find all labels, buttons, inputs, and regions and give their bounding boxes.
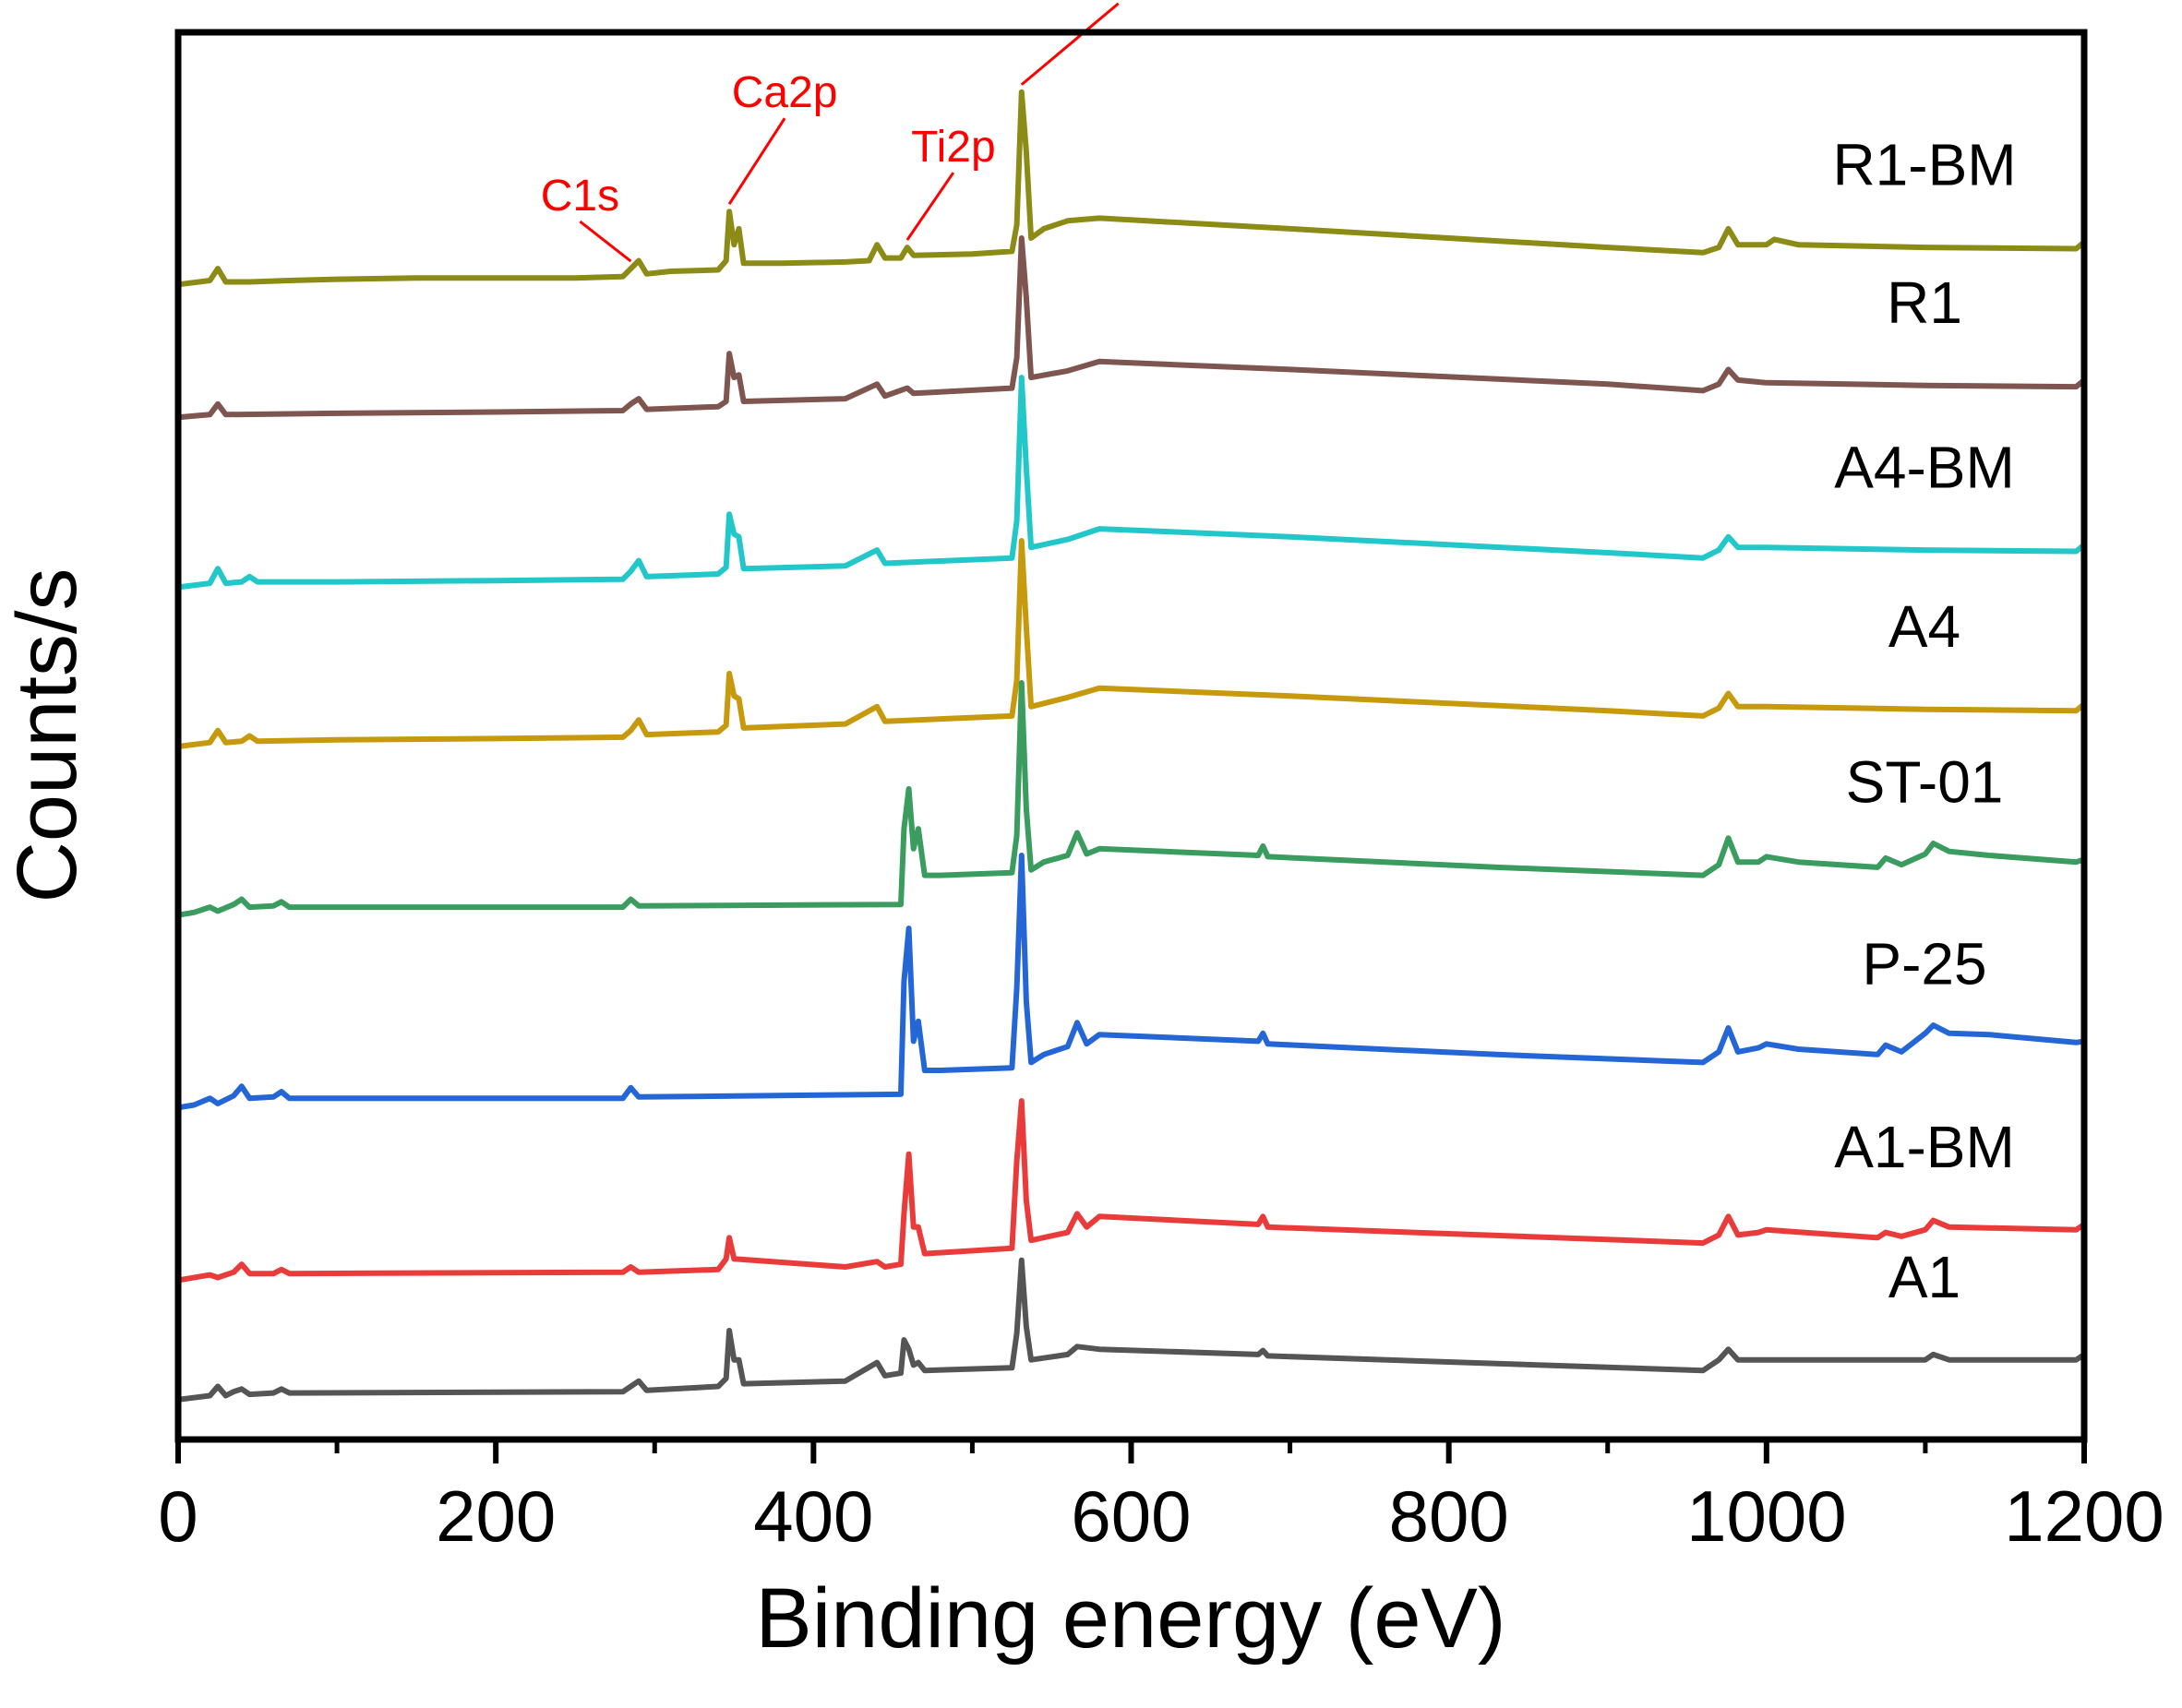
series-line-r1-bm bbox=[177, 89, 2086, 288]
series-line-a4 bbox=[177, 538, 2086, 749]
x-tick-label: 200 bbox=[436, 1475, 556, 1557]
annotation-leader bbox=[579, 220, 632, 263]
series-label: A4 bbox=[1888, 593, 1960, 660]
series-label: A1-BM bbox=[1834, 1114, 2015, 1180]
y-axis-title: Counts/s bbox=[0, 567, 94, 902]
annotation-leader bbox=[1020, 2, 1120, 86]
peak-annotations-layer: C1s Ca2p Ti2p O1s bbox=[541, 0, 1159, 263]
peak-annotation-label: Ti2p bbox=[911, 123, 996, 172]
x-axis-title: Binding energy (eV) bbox=[755, 1571, 1505, 1666]
x-tick-label: 400 bbox=[753, 1475, 873, 1557]
series-label: P-25 bbox=[1862, 930, 1986, 997]
peak-annotation-label: Ca2p bbox=[732, 68, 838, 117]
series-label: R1-BM bbox=[1832, 131, 2016, 197]
x-tick-label: 1000 bbox=[1686, 1475, 1847, 1557]
series-line-a1 bbox=[177, 1257, 2086, 1403]
series-label: A1 bbox=[1888, 1244, 1960, 1310]
x-axis: 0 200 400 600 800 1000 1200 bbox=[158, 1439, 2164, 1557]
x-tick-label: 600 bbox=[1071, 1475, 1191, 1557]
series-line-r1 bbox=[177, 235, 2086, 421]
series-line-st-01 bbox=[177, 680, 2085, 918]
x-tick-label: 800 bbox=[1389, 1475, 1509, 1557]
peak-annotation-label: C1s bbox=[541, 172, 619, 221]
series-labels-layer: R1-BM R1 A4-BM A4 ST-01 P-25 A1-BM A1 bbox=[1832, 131, 2016, 1310]
series-line-a4-bm bbox=[177, 375, 2086, 591]
series-label: A4-BM bbox=[1834, 434, 2015, 500]
series-label: ST-01 bbox=[1846, 748, 2004, 815]
x-tick-label: 0 bbox=[158, 1475, 198, 1557]
series-label: R1 bbox=[1887, 269, 1962, 336]
annotation-leader bbox=[727, 117, 786, 206]
annotation-leader bbox=[905, 172, 955, 241]
x-tick-label: 1200 bbox=[2004, 1475, 2164, 1557]
plot-frame bbox=[174, 29, 2088, 1443]
traces-layer bbox=[177, 89, 2086, 1403]
peak-annotation-label: O1s bbox=[1078, 0, 1159, 3]
series-line-p-25 bbox=[177, 853, 2085, 1111]
series-line-a1-bm bbox=[177, 1098, 2086, 1284]
